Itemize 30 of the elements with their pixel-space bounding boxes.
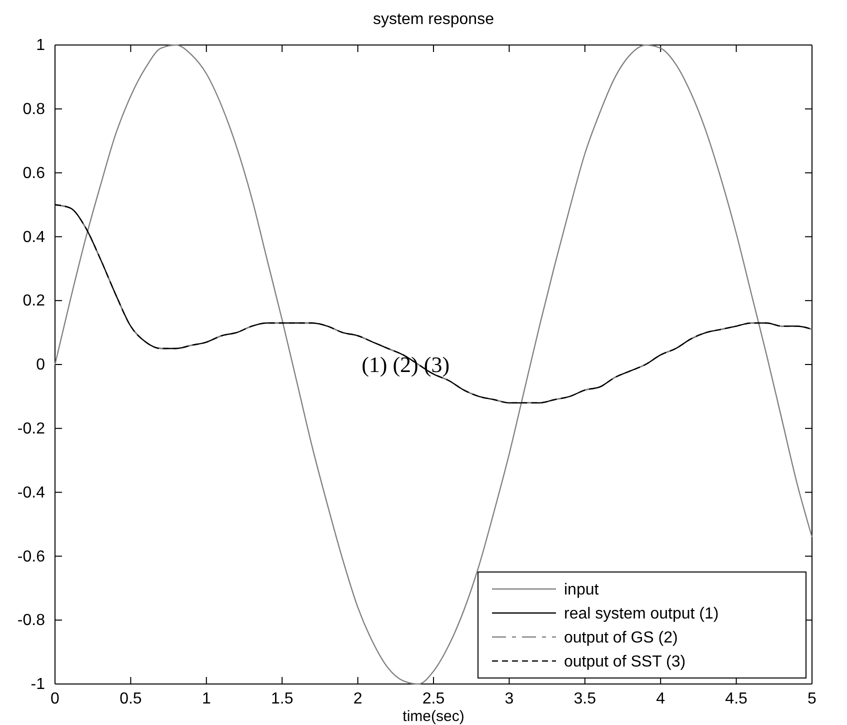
x-axis-title: time(sec) <box>402 708 464 725</box>
y-tick-label: 0 <box>36 356 46 374</box>
y-tick-label: -1 <box>30 676 46 694</box>
legend-label: output of GS (2) <box>564 630 678 647</box>
y-tick-label: 0.2 <box>22 292 46 310</box>
y-tick-label: -0.2 <box>17 420 46 438</box>
x-tick-label: 2.5 <box>422 690 445 708</box>
x-tick-label: 4 <box>656 690 666 708</box>
line-series <box>54 44 813 685</box>
x-tick-label: 5 <box>808 690 817 708</box>
y-tick-label: -0.8 <box>17 612 46 630</box>
annotation: (1) (2) (3) <box>362 352 450 378</box>
legend-label: real system output (1) <box>564 606 719 623</box>
x-tick-label: 0.5 <box>120 690 142 708</box>
x-tick-label: 3 <box>504 690 514 708</box>
y-tick-label: 1 <box>36 37 46 54</box>
y-tick-label: 0.8 <box>22 101 46 118</box>
legend-label: input <box>564 582 600 599</box>
x-tick-label: 2 <box>353 690 362 708</box>
y-tick-label: 0.6 <box>22 164 46 182</box>
y-tick-label: -0.6 <box>17 548 46 566</box>
y-tick-label: -0.4 <box>17 484 46 502</box>
x-tick-label: 3.5 <box>574 690 596 708</box>
y-tick-label: 0.4 <box>22 228 46 246</box>
x-tick-label: 0 <box>50 690 60 708</box>
x-tick-label: 1 <box>202 690 211 708</box>
legend-label: output of SST (3) <box>564 654 686 671</box>
x-tick-label: 4.5 <box>725 690 748 708</box>
chart-title: system response <box>373 11 494 28</box>
x-tick-label: 1.5 <box>270 690 294 708</box>
